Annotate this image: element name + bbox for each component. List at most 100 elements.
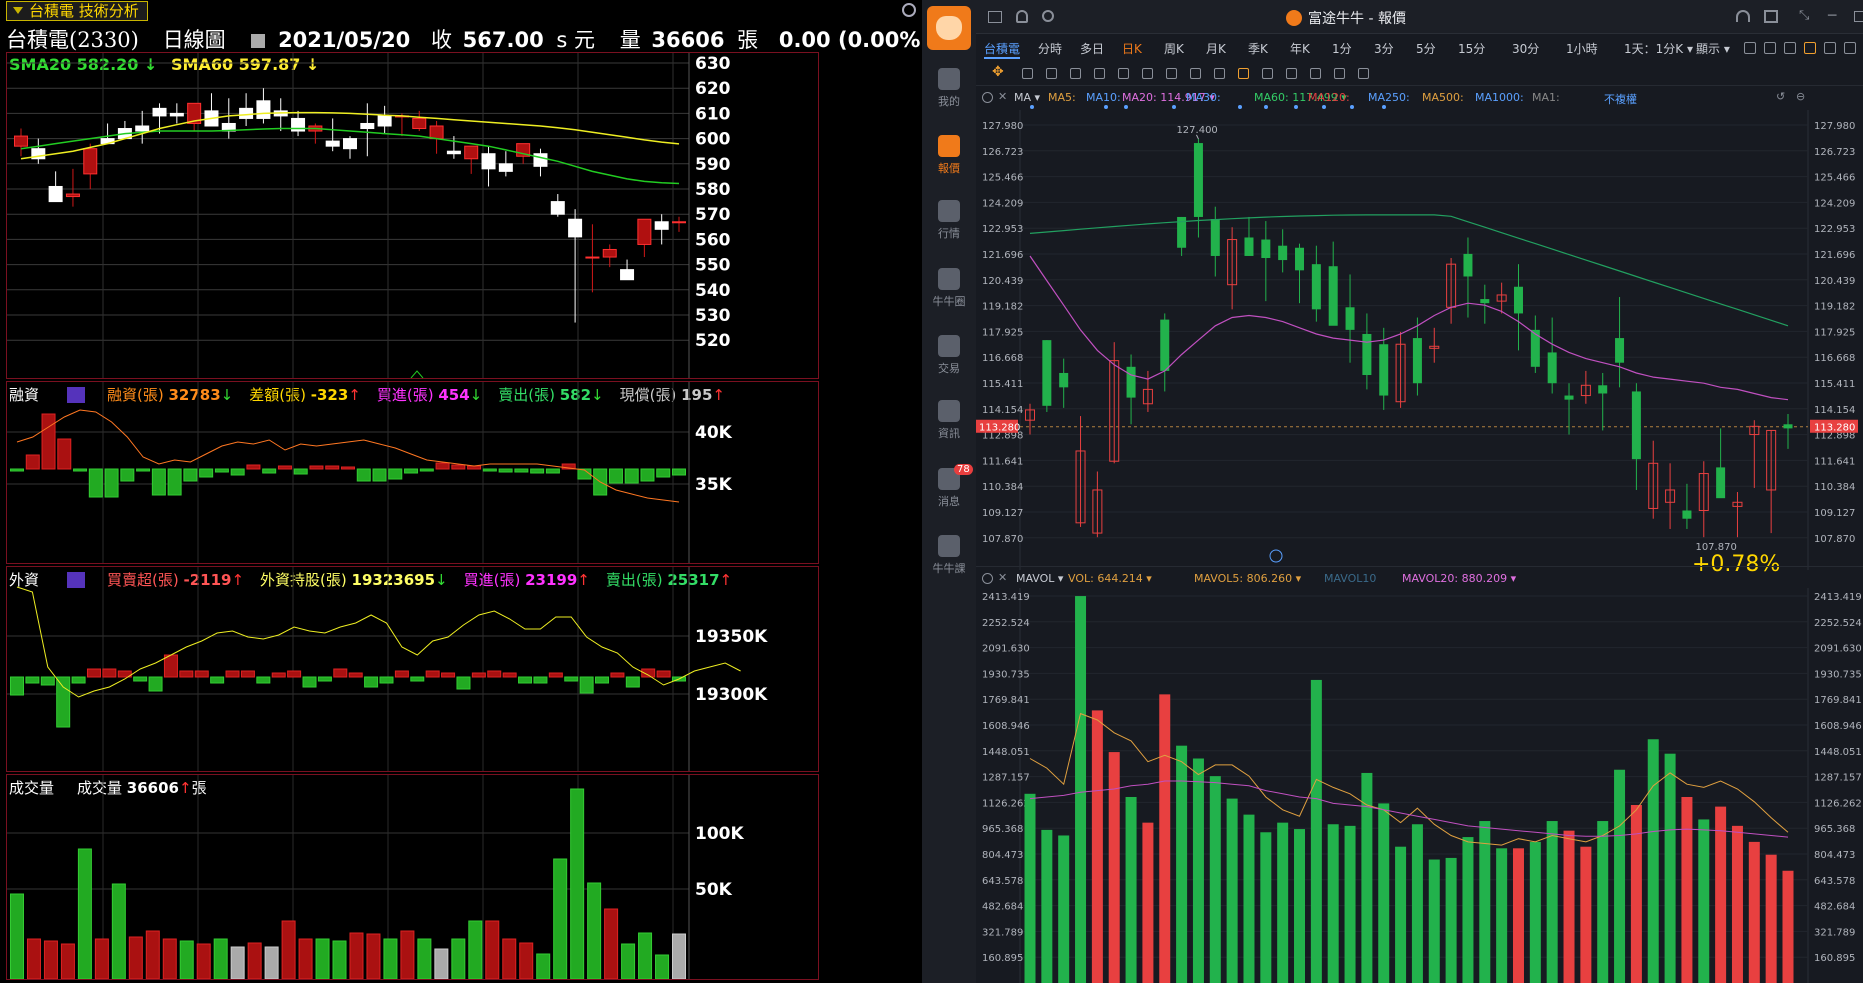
settings-icon[interactable] [982,92,993,103]
settings-icon[interactable] [982,573,993,584]
minimize-to-tray-icon[interactable]: ⤡ [1799,8,1810,23]
undo-icon[interactable]: ↺ [1776,90,1786,103]
vol-item[interactable]: VOL: 644.214 ▾ [1068,572,1152,585]
bar [225,670,240,678]
vol-item[interactable]: MAVOL20: 880.209 ▾ [1402,572,1517,585]
sidebar-item[interactable]: 資訊 [927,400,971,441]
ma-item[interactable]: MA20: 114.917 ▾ [1122,91,1215,104]
sidebar-item[interactable]: 牛牛圈 [927,268,971,309]
foreign-panel[interactable]: 外資 買賣超(張) -2119↑ 外資持股(張) 19323695↓ 買進(張) 2… [6,566,819,772]
settings-icon[interactable] [1358,68,1369,79]
tab-item[interactable]: 年K [1290,42,1310,56]
fib-icon[interactable] [1070,68,1081,79]
list-icon[interactable] [67,572,85,588]
ma-label[interactable]: MA ▾ [1014,91,1041,104]
delete-icon[interactable] [1334,68,1345,79]
fullscreen-icon[interactable] [1824,42,1836,54]
lock-icon[interactable] [1286,68,1297,79]
search-icon[interactable] [1042,10,1054,22]
ma-item[interactable]: MA1: [1532,91,1560,104]
headset-icon[interactable] [1736,10,1750,22]
shirt-icon[interactable] [1764,10,1778,23]
price-axis-label: 119.182 [1814,302,1855,313]
ma-item[interactable]: MA60: 117.499 ▾ [1254,91,1347,104]
display-menu[interactable]: 顯示 ▾ [1696,42,1730,56]
window-tab[interactable]: 台積電 技術分析 [6,1,148,21]
ma-item[interactable]: MA5: [1048,91,1076,104]
trendline-icon[interactable] [1022,68,1033,79]
pen-icon[interactable] [1804,42,1816,54]
settings-icon[interactable] [1744,42,1756,54]
volume-bar [366,933,381,979]
window-title: 富途牛牛 - 報價 [1286,8,1406,28]
volume-panel[interactable]: 成交量 成交量 36606↑張 100K 50K [6,774,819,980]
camera-icon[interactable] [1784,42,1796,54]
ma-item[interactable]: MA120: [1308,91,1350,104]
layout-icon[interactable] [988,11,1002,23]
app-logo[interactable] [927,6,971,50]
remove-icon[interactable]: ⊖ [1796,90,1806,103]
maximize-icon[interactable] [1854,11,1863,22]
tab-item[interactable]: 5分 [1416,42,1436,56]
tab-item[interactable]: 台積電 [984,40,1021,59]
close-icon[interactable]: ✕ [998,571,1008,584]
tab-item[interactable]: 分時 [1038,42,1063,56]
list-icon[interactable] [67,387,85,403]
sidebar-item[interactable]: 消息 78 [927,464,973,509]
arrow-icon[interactable] [1142,68,1153,79]
volume-bar [1445,857,1457,983]
chart-type-dropdown[interactable] [251,34,266,48]
parallel-icon[interactable] [1046,68,1057,79]
bell-icon[interactable] [1016,10,1028,23]
crosshair-icon[interactable]: ✥ [992,64,1004,80]
volume-axis-label: 1126.262 [982,798,1030,809]
close-icon[interactable]: ✕ [998,90,1008,103]
eye-icon[interactable] [1262,68,1273,79]
volume-axis-label: 1287.157 [982,773,1030,784]
volume-axis-label: 1769.841 [1814,695,1862,706]
ma-item[interactable]: MA10: [1086,91,1121,104]
tab-item[interactable]: 日K [1122,42,1142,56]
ma-item[interactable]: MA30: [1186,91,1221,104]
tab-item[interactable]: 30分 [1512,42,1540,56]
measure-icon[interactable] [1094,68,1105,79]
ruler-icon[interactable] [1214,68,1225,79]
hide-icon[interactable] [1310,68,1321,79]
tab-item[interactable]: 月K [1206,42,1226,56]
tab-item[interactable]: 3分 [1374,42,1394,56]
vol-item[interactable]: MAVOL5: 806.260 ▾ [1194,572,1302,585]
tab-item[interactable]: 多日 [1080,42,1105,56]
tab-item[interactable]: 1小時 [1566,42,1598,56]
sidebar-item[interactable]: 行情 [927,200,971,241]
bar [641,668,656,678]
ma-item[interactable]: MA1000: [1475,91,1524,104]
price-panel[interactable]: SMA20 582.20 ↓ SMA60 597.87 ↓ 630 620 610 6… [6,52,819,379]
vol-item[interactable]: MAVOL10 [1324,572,1377,585]
magnet-icon[interactable] [1238,68,1249,79]
ma-item[interactable]: MA250: [1368,91,1410,104]
tab-item[interactable]: 季K [1248,42,1268,56]
period-select[interactable]: 1天：1分K ▾ [1624,42,1693,56]
tab-item[interactable]: 15分 [1458,42,1486,56]
ma-item[interactable]: MA500: [1422,91,1464,104]
zoom-icon[interactable] [902,3,916,17]
sidebar-item[interactable]: 交易 [927,335,971,376]
margin-panel[interactable]: 融資 融資(張) 32783↓ 差額(張) -323↑ 買進(張) 454↓ 賣出(張… [6,381,819,564]
price-axis-label: 126.723 [1814,147,1855,158]
sidebar-item[interactable]: 報價 [927,135,971,176]
range-icon[interactable] [1118,68,1129,79]
minimize-icon[interactable]: ─ [1828,8,1837,24]
volume-bar [1647,739,1659,983]
volume-bar [604,908,619,979]
sidebar-item[interactable]: 牛牛課 [927,535,971,576]
text-icon[interactable] [1166,68,1177,79]
sidebar-item[interactable]: 我的 [927,68,971,109]
adjust-button[interactable]: 不複權 [1604,93,1637,106]
layout-icon[interactable] [1844,42,1856,54]
comment-icon[interactable] [1190,68,1201,79]
checkbox-icon[interactable] [1764,42,1776,54]
tab-item[interactable]: 周K [1164,42,1184,56]
tab-item[interactable]: 1分 [1332,42,1352,56]
vol-item[interactable]: MAVOL ▾ [1016,572,1064,585]
price-axis-label: 110.384 [1814,482,1855,493]
